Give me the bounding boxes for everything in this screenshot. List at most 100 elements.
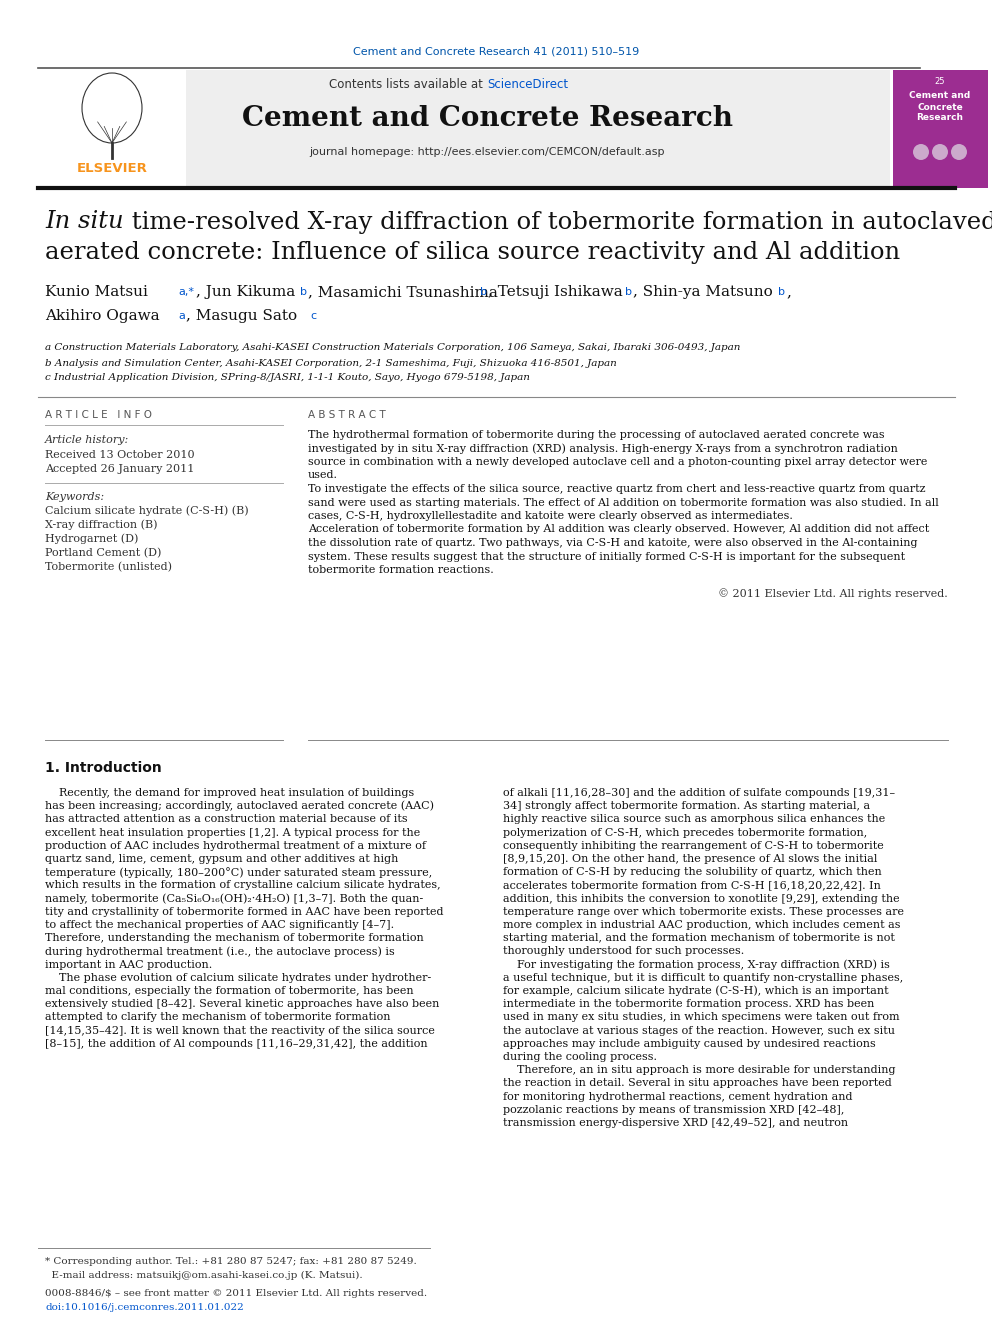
Text: has attracted attention as a construction material because of its: has attracted attention as a constructio…: [45, 815, 408, 824]
Text: In situ: In situ: [45, 210, 124, 233]
Text: E-mail address: matsuikj@om.asahi-kasei.co.jp (K. Matsui).: E-mail address: matsuikj@om.asahi-kasei.…: [45, 1270, 363, 1279]
Text: Cement and Concrete Research: Cement and Concrete Research: [241, 105, 732, 131]
Text: investigated by in situ X-ray diffraction (XRD) analysis. High-energy X-rays fro: investigated by in situ X-ray diffractio…: [308, 443, 898, 454]
Text: for monitoring hydrothermal reactions, cement hydration and: for monitoring hydrothermal reactions, c…: [503, 1091, 852, 1102]
Text: [8–15], the addition of Al compounds [11,16–29,31,42], the addition: [8–15], the addition of Al compounds [11…: [45, 1039, 428, 1049]
Text: Keywords:: Keywords:: [45, 492, 104, 501]
Text: b: b: [480, 287, 487, 296]
Text: journal homepage: http://ees.elsevier.com/CEMCON/default.asp: journal homepage: http://ees.elsevier.co…: [310, 147, 665, 157]
Text: tity and crystallinity of tobermorite formed in AAC have been reported: tity and crystallinity of tobermorite fo…: [45, 906, 443, 917]
Text: for example, calcium silicate hydrate (C-S-H), which is an important: for example, calcium silicate hydrate (C…: [503, 986, 889, 996]
Text: [8,9,15,20]. On the other hand, the presence of Al slows the initial: [8,9,15,20]. On the other hand, the pres…: [503, 855, 877, 864]
Text: * Corresponding author. Tel.: +81 280 87 5247; fax: +81 280 87 5249.: * Corresponding author. Tel.: +81 280 87…: [45, 1257, 417, 1266]
Text: 0008-8846/$ – see front matter © 2011 Elsevier Ltd. All rights reserved.: 0008-8846/$ – see front matter © 2011 El…: [45, 1290, 428, 1298]
Text: Cement and Concrete Research 41 (2011) 510–519: Cement and Concrete Research 41 (2011) 5…: [353, 48, 639, 57]
Bar: [893, 70, 988, 188]
Text: mal conditions, especially the formation of tobermorite, has been: mal conditions, especially the formation…: [45, 986, 414, 996]
Text: more complex in industrial AAC production, which includes cement as: more complex in industrial AAC productio…: [503, 919, 901, 930]
Text: a Construction Materials Laboratory, Asahi-KASEI Construction Materials Corporat: a Construction Materials Laboratory, Asa…: [45, 344, 740, 352]
Text: accelerates tobermorite formation from C-S-H [16,18,20,22,42]. In: accelerates tobermorite formation from C…: [503, 880, 881, 890]
Text: Concrete: Concrete: [918, 102, 963, 111]
Text: c: c: [310, 311, 316, 321]
Text: temperature range over which tobermorite exists. These processes are: temperature range over which tobermorite…: [503, 906, 904, 917]
Text: a,*: a,*: [178, 287, 194, 296]
Text: of alkali [11,16,28–30] and the addition of sulfate compounds [19,31–: of alkali [11,16,28–30] and the addition…: [503, 789, 895, 798]
Text: pozzolanic reactions by means of transmission XRD [42–48],: pozzolanic reactions by means of transmi…: [503, 1105, 844, 1115]
Text: Accepted 26 January 2011: Accepted 26 January 2011: [45, 464, 194, 474]
Text: excellent heat insulation properties [1,2]. A typical process for the: excellent heat insulation properties [1,…: [45, 828, 421, 837]
Text: starting material, and the formation mechanism of tobermorite is not: starting material, and the formation mec…: [503, 933, 895, 943]
Text: [14,15,35–42]. It is well known that the reactivity of the silica source: [14,15,35–42]. It is well known that the…: [45, 1025, 434, 1036]
Text: Therefore, an in situ approach is more desirable for understanding: Therefore, an in situ approach is more d…: [503, 1065, 896, 1076]
Text: The hydrothermal formation of tobermorite during the processing of autoclaved ae: The hydrothermal formation of tobermorit…: [308, 430, 885, 441]
Text: Acceleration of tobermorite formation by Al addition was clearly observed. Howev: Acceleration of tobermorite formation by…: [308, 524, 930, 534]
Text: b: b: [300, 287, 307, 296]
Text: source in combination with a newly developed autoclave cell and a photon-countin: source in combination with a newly devel…: [308, 456, 928, 467]
Text: a useful technique, but it is difficult to quantify non-crystalline phases,: a useful technique, but it is difficult …: [503, 972, 904, 983]
Text: highly reactive silica source such as amorphous silica enhances the: highly reactive silica source such as am…: [503, 815, 885, 824]
Text: Recently, the demand for improved heat insulation of buildings: Recently, the demand for improved heat i…: [45, 789, 415, 798]
Text: transmission energy-dispersive XRD [42,49–52], and neutron: transmission energy-dispersive XRD [42,4…: [503, 1118, 848, 1129]
Text: X-ray diffraction (B): X-ray diffraction (B): [45, 520, 158, 531]
Text: ELSEVIER: ELSEVIER: [76, 161, 148, 175]
Text: consequently inhibiting the rearrangement of C-S-H to tobermorite: consequently inhibiting the rearrangemen…: [503, 841, 884, 851]
Bar: [38, 70, 890, 188]
Text: ScienceDirect: ScienceDirect: [487, 78, 568, 91]
Text: used in many ex situ studies, in which specimens were taken out from: used in many ex situ studies, in which s…: [503, 1012, 900, 1023]
Text: has been increasing; accordingly, autoclaved aerated concrete (AAC): has been increasing; accordingly, autocl…: [45, 800, 434, 811]
Text: 25: 25: [934, 78, 945, 86]
Text: b Analysis and Simulation Center, Asahi-KASEI Corporation, 2-1 Sameshima, Fuji, : b Analysis and Simulation Center, Asahi-…: [45, 359, 617, 368]
Text: tobermorite formation reactions.: tobermorite formation reactions.: [308, 565, 494, 576]
Text: aerated concrete: Influence of silica source reactivity and Al addition: aerated concrete: Influence of silica so…: [45, 241, 900, 263]
Circle shape: [951, 144, 967, 160]
Text: attempted to clarify the mechanism of tobermorite formation: attempted to clarify the mechanism of to…: [45, 1012, 391, 1023]
Text: Article history:: Article history:: [45, 435, 129, 445]
Text: thoroughly understood for such processes.: thoroughly understood for such processes…: [503, 946, 744, 957]
Text: Therefore, understanding the mechanism of tobermorite formation: Therefore, understanding the mechanism o…: [45, 933, 424, 943]
Text: namely, tobermorite (Ca₅Si₆O₁₆(OH)₂·4H₂O) [1,3–7]. Both the quan-: namely, tobermorite (Ca₅Si₆O₁₆(OH)₂·4H₂O…: [45, 893, 424, 904]
Text: Akihiro Ogawa: Akihiro Ogawa: [45, 310, 165, 323]
Text: Cement and: Cement and: [910, 91, 970, 101]
Text: , Masamichi Tsunashima: , Masamichi Tsunashima: [308, 284, 503, 299]
Text: ,: ,: [786, 284, 791, 299]
Text: Contents lists available at: Contents lists available at: [329, 78, 487, 91]
Text: temperature (typically, 180–200°C) under saturated steam pressure,: temperature (typically, 180–200°C) under…: [45, 867, 433, 877]
Text: addition, this inhibits the conversion to xonotlite [9,29], extending the: addition, this inhibits the conversion t…: [503, 893, 900, 904]
Text: Research: Research: [917, 114, 963, 123]
Text: the dissolution rate of quartz. Two pathways, via C-S-H and katoite, were also o: the dissolution rate of quartz. Two path…: [308, 538, 918, 548]
Text: quartz sand, lime, cement, gypsum and other additives at high: quartz sand, lime, cement, gypsum and ot…: [45, 855, 399, 864]
Text: Kunio Matsui: Kunio Matsui: [45, 284, 153, 299]
Text: b: b: [625, 287, 632, 296]
Text: which results in the formation of crystalline calcium silicate hydrates,: which results in the formation of crysta…: [45, 880, 440, 890]
Text: , Shin-ya Matsuno: , Shin-ya Matsuno: [633, 284, 778, 299]
Circle shape: [913, 144, 929, 160]
Text: during the cooling process.: during the cooling process.: [503, 1052, 657, 1062]
Text: © 2011 Elsevier Ltd. All rights reserved.: © 2011 Elsevier Ltd. All rights reserved…: [718, 589, 948, 599]
Text: polymerization of C-S-H, which precedes tobermorite formation,: polymerization of C-S-H, which precedes …: [503, 828, 867, 837]
Text: system. These results suggest that the structure of initially formed C-S-H is im: system. These results suggest that the s…: [308, 552, 905, 561]
Text: Portland Cement (D): Portland Cement (D): [45, 548, 162, 558]
Text: a: a: [178, 311, 185, 321]
Text: To investigate the effects of the silica source, reactive quartz from chert and : To investigate the effects of the silica…: [308, 484, 926, 493]
Bar: [38, 70, 186, 188]
Text: sand were used as starting materials. The effect of Al addition on tobermorite f: sand were used as starting materials. Th…: [308, 497, 938, 508]
Text: during hydrothermal treatment (i.e., the autoclave process) is: during hydrothermal treatment (i.e., the…: [45, 946, 395, 957]
Text: 1. Introduction: 1. Introduction: [45, 761, 162, 775]
Text: extensively studied [8–42]. Several kinetic approaches have also been: extensively studied [8–42]. Several kine…: [45, 999, 439, 1009]
Text: Tobermorite (unlisted): Tobermorite (unlisted): [45, 562, 172, 572]
Text: A B S T R A C T: A B S T R A C T: [308, 410, 386, 419]
Text: important in AAC production.: important in AAC production.: [45, 959, 212, 970]
Text: formation of C-S-H by reducing the solubility of quartz, which then: formation of C-S-H by reducing the solub…: [503, 867, 882, 877]
Text: The phase evolution of calcium silicate hydrates under hydrother-: The phase evolution of calcium silicate …: [45, 972, 432, 983]
Text: the autoclave at various stages of the reaction. However, such ex situ: the autoclave at various stages of the r…: [503, 1025, 895, 1036]
Text: time-resolved X-ray diffraction of tobermorite formation in autoclaved: time-resolved X-ray diffraction of tober…: [124, 210, 992, 233]
Text: doi:10.1016/j.cemconres.2011.01.022: doi:10.1016/j.cemconres.2011.01.022: [45, 1303, 244, 1312]
Text: approaches may include ambiguity caused by undesired reactions: approaches may include ambiguity caused …: [503, 1039, 876, 1049]
Text: Calcium silicate hydrate (C-S-H) (B): Calcium silicate hydrate (C-S-H) (B): [45, 505, 249, 516]
Text: cases, C-S-H, hydroxyllellestadite and katoite were clearly observed as intermed: cases, C-S-H, hydroxyllellestadite and k…: [308, 511, 793, 521]
Text: A R T I C L E   I N F O: A R T I C L E I N F O: [45, 410, 152, 419]
Text: used.: used.: [308, 471, 338, 480]
Text: Hydrogarnet (D): Hydrogarnet (D): [45, 533, 138, 544]
Text: the reaction in detail. Several in situ approaches have been reported: the reaction in detail. Several in situ …: [503, 1078, 892, 1089]
Text: , Masugu Sato: , Masugu Sato: [186, 310, 302, 323]
